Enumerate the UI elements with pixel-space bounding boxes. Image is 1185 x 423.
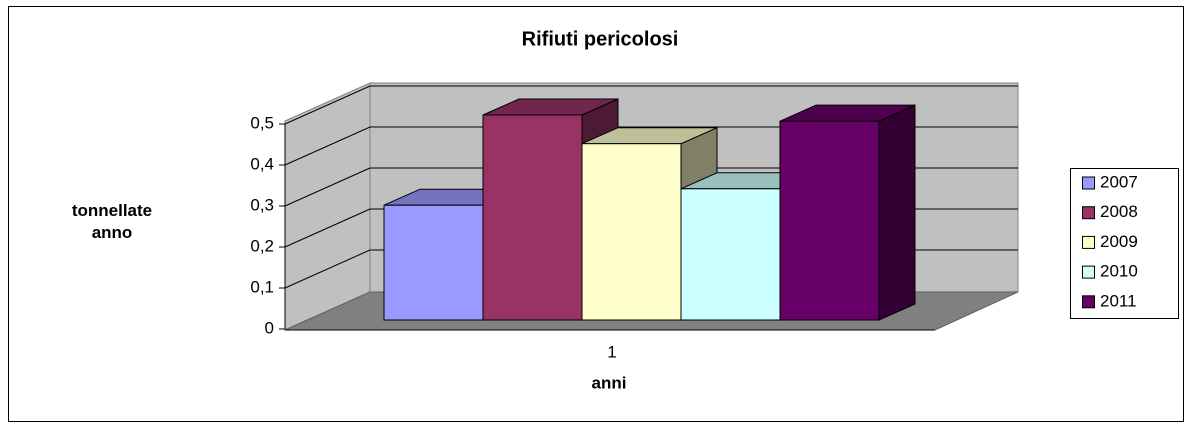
- x-axis-label: anni: [592, 373, 627, 392]
- legend-label: 2011: [1100, 291, 1137, 310]
- legend-swatch: [1082, 295, 1095, 309]
- legend-swatch: [1082, 176, 1095, 190]
- grid-line: [284, 167, 371, 207]
- grid-line: [284, 208, 371, 248]
- x-tick-label: 1: [607, 342, 616, 361]
- side-wall: [284, 82, 371, 331]
- y-tick-label: 0,4: [250, 154, 274, 173]
- chart-title: Rifiuti pericolosi: [522, 28, 679, 50]
- grid-line: [284, 126, 371, 166]
- y-tick-label: 0,5: [250, 113, 274, 132]
- y-axis-label: tonnellate anno: [71, 201, 153, 242]
- bar: [383, 204, 484, 321]
- grid-line: [284, 249, 371, 289]
- y-tick-label: 0,2: [250, 236, 274, 255]
- legend-swatch: [1082, 235, 1095, 249]
- bar: [680, 188, 781, 321]
- legend-swatch: [1082, 206, 1095, 220]
- grid-line: [284, 85, 371, 125]
- legend-label: 2009: [1100, 232, 1138, 251]
- bar-side: [878, 104, 916, 321]
- y-tick-label: 0,3: [250, 195, 274, 214]
- bar: [779, 120, 880, 321]
- legend-label: 2007: [1100, 172, 1138, 191]
- y-tick-label: 0,1: [250, 277, 274, 296]
- y-tick-label: 0: [265, 318, 274, 337]
- legend-swatch: [1082, 265, 1095, 279]
- legend-label: 2010: [1100, 262, 1138, 281]
- legend-label: 2008: [1100, 202, 1138, 221]
- bar: [581, 143, 682, 321]
- bar: [482, 114, 583, 321]
